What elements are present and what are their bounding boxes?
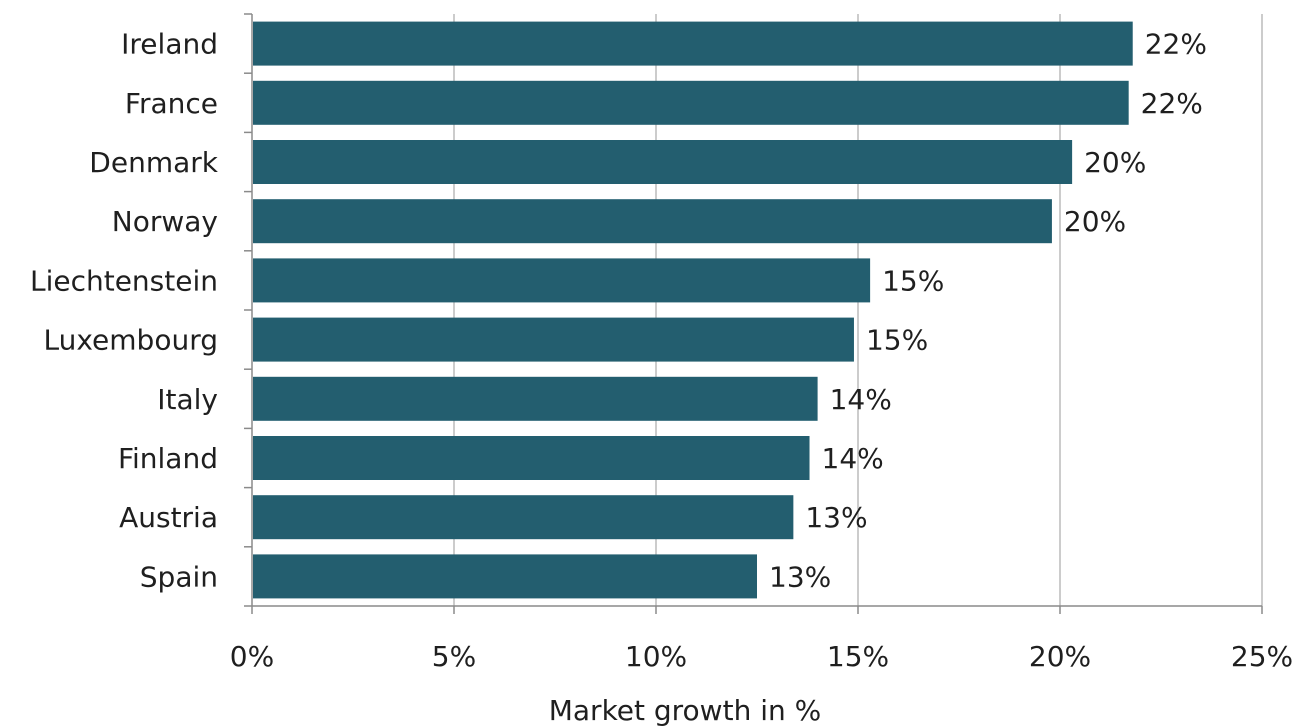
bar-finland [253,436,810,480]
data-label-denmark: 20% [1084,146,1146,179]
category-label-france: France [125,87,218,120]
x-tick-label-2: 10% [625,640,687,673]
bar-ireland [253,21,1133,66]
bar-luxembourg [253,317,854,362]
x-tick-label-1: 5% [432,640,476,673]
bar-austria [253,495,794,540]
bar-liechtenstein [253,258,871,303]
bars [253,21,1133,599]
category-label-italy: Italy [157,383,218,416]
category-label-spain: Spain [140,560,218,593]
bar-italy [253,376,818,421]
data-label-luxembourg: 15% [866,324,928,357]
bar-france [253,80,1129,125]
data-label-finland: 14% [822,442,884,475]
bar-norway [253,199,1052,244]
category-label-luxembourg: Luxembourg [43,324,218,357]
x-tick-label-0: 0% [230,640,274,673]
data-label-austria: 13% [805,501,867,534]
category-label-ireland: Ireland [121,28,218,61]
data-label-norway: 20% [1064,205,1126,238]
category-label-liechtenstein: Liechtenstein [30,264,218,297]
x-tick-label-3: 15% [827,640,889,673]
category-label-norway: Norway [112,205,218,238]
data-label-liechtenstein: 15% [882,264,944,297]
data-label-italy: 14% [830,383,892,416]
x-tick-label-4: 20% [1029,640,1091,673]
bar-denmark [253,140,1073,184]
axes [244,13,1263,614]
labels: 0% 5% 10% 15% 20% 25% Ireland 22% France 22% Denma… [30,28,1293,673]
x-axis-title: Market growth in % [549,694,822,727]
category-label-denmark: Denmark [89,146,218,179]
data-label-france: 22% [1141,87,1203,120]
category-label-austria: Austria [119,501,218,534]
x-tick-label-5: 25% [1231,640,1293,673]
category-label-finland: Finland [118,442,218,475]
data-label-spain: 13% [769,560,831,593]
data-label-ireland: 22% [1145,28,1207,61]
bar-spain [253,554,757,599]
